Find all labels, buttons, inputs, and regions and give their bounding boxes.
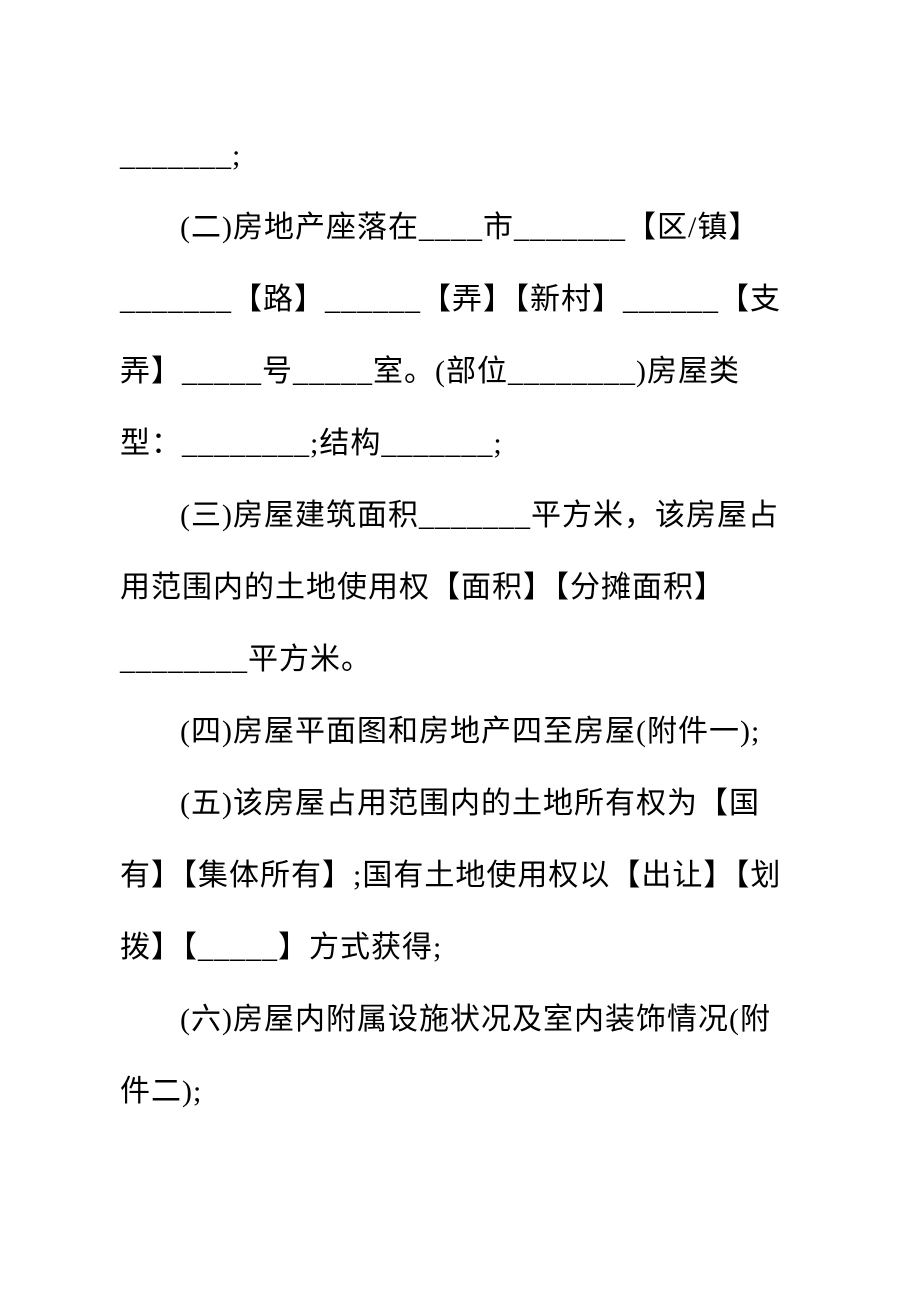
paragraph-3: (三)房屋建筑面积_______平方米，该房屋占用范围内的土地使用权【面积】【分… (120, 480, 800, 696)
paragraph-5: (五)该房屋占用范围内的土地所有权为【国有】【集体所有】;国有土地使用权以【出让… (120, 768, 800, 984)
paragraph-1: _______; (120, 120, 800, 192)
paragraph-4: (四)房屋平面图和房地产四至房屋(附件一); (120, 696, 800, 768)
document-body: _______; (二)房地产座落在____市_______【区/镇】_____… (120, 120, 800, 1128)
paragraph-2: (二)房地产座落在____市_______【区/镇】_______【路】____… (120, 192, 800, 480)
paragraph-6: (六)房屋内附属设施状况及室内装饰情况(附件二); (120, 984, 800, 1128)
